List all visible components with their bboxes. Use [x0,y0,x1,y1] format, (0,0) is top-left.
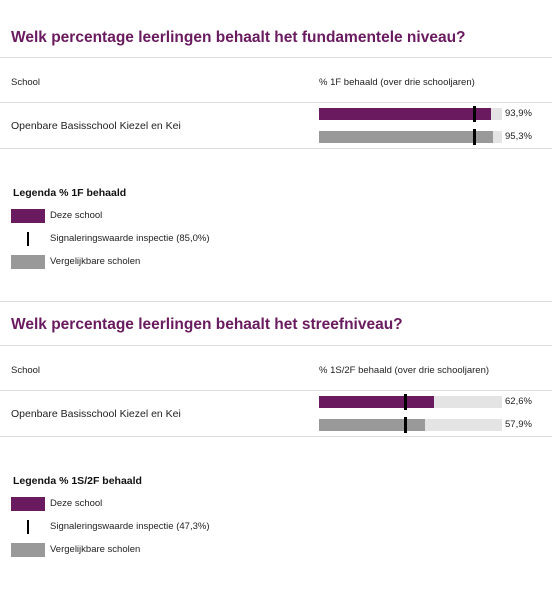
legend-swatch-school [11,497,45,511]
legend-label-signal: Signaleringswaarde inspectie (47,3%) [50,521,210,532]
divider [0,102,552,103]
legend-label-school: Deze school [50,498,103,509]
legend-label-comparable: Vergelijkbare scholen [50,256,141,267]
value-label-comparable: 95,3% [505,131,532,142]
section-separator [0,301,552,302]
signal-marker [404,417,408,433]
legend-swatch-comparable [11,255,45,269]
bar-track-school [319,106,502,122]
bar-comparable [319,419,425,431]
signal-marker [473,129,477,145]
divider [0,390,552,391]
school-name: Openbare Basisschool Kiezel en Kei [11,408,181,420]
bar-track-school [319,394,502,410]
bar-comparable [319,131,494,143]
legend-swatch-school [11,209,45,223]
column-header-value: % 1F behaald (over drie schooljaren) [319,77,475,88]
school-name: Openbare Basisschool Kiezel en Kei [11,120,181,132]
bar-school [319,108,491,120]
value-label-school: 93,9% [505,108,532,119]
signal-marker [404,394,408,410]
divider [0,148,552,149]
bar-track-comparable [319,417,502,433]
column-header-value: % 1S/2F behaald (over drie schooljaren) [319,365,490,376]
legend-label-signal: Signaleringswaarde inspectie (85,0%) [50,233,210,244]
chart-section-target: Welk percentage leerlingen behaalt het s… [0,288,552,588]
legend-signal-line [27,520,29,534]
legend-label-school: Deze school [50,210,103,221]
column-header-school: School [11,77,41,88]
legend-title: Legenda % 1F behaald [13,187,127,199]
divider [0,345,552,346]
value-label-comparable: 57,9% [505,419,532,430]
bar-school [319,396,434,408]
value-label-school: 62,6% [505,396,532,407]
chart-title: Welk percentage leerlingen behaalt het f… [11,29,466,46]
column-header-school: School [11,365,41,376]
divider [0,436,552,437]
legend-label-comparable: Vergelijkbare scholen [50,544,141,555]
signal-marker [473,106,477,122]
chart-section-fundamental: Welk percentage leerlingen behaalt het f… [0,0,552,290]
legend-swatch-comparable [11,543,45,557]
bar-track-comparable [319,129,502,145]
divider [0,57,552,58]
legend-signal-line [27,232,29,246]
chart-title: Welk percentage leerlingen behaalt het s… [11,316,403,333]
legend-title: Legenda % 1S/2F behaald [13,475,142,487]
